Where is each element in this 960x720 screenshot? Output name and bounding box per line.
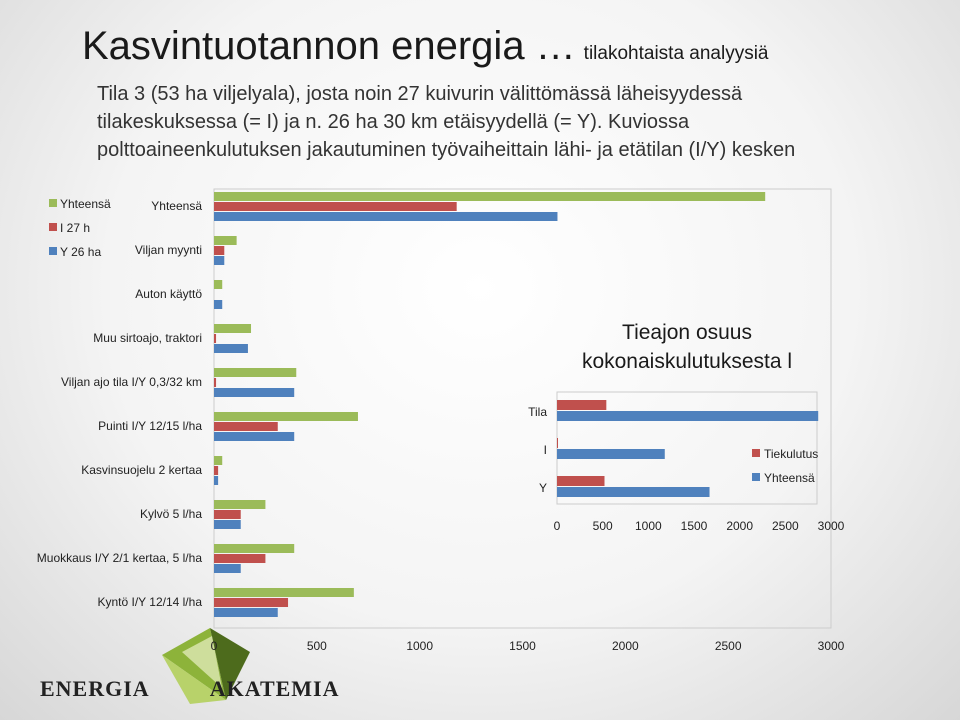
bar bbox=[214, 432, 295, 441]
bar bbox=[214, 588, 354, 597]
category-label: Kylvö 5 l/ha bbox=[140, 507, 202, 521]
inset-bar-chart: Tila I Y 0 500 1000 1500 2000 2500 3000 Tiekulutus… bbox=[528, 400, 845, 533]
bar bbox=[214, 510, 241, 519]
category-label: Muokkaus I/Y 2/1 kertaa, 5 l/ha bbox=[37, 551, 203, 565]
bar bbox=[214, 500, 266, 509]
bar bbox=[214, 212, 558, 221]
bar bbox=[557, 476, 605, 486]
x-tick-label: 2000 bbox=[612, 639, 639, 653]
category-label: Kasvinsuojelu 2 kertaa bbox=[81, 463, 202, 477]
x-tick-label: 0 bbox=[211, 639, 218, 653]
bar bbox=[214, 378, 217, 387]
x-tick-label: 2000 bbox=[726, 519, 753, 533]
legend-label: I 27 h bbox=[60, 221, 90, 235]
x-tick-label: 500 bbox=[593, 519, 613, 533]
category-label: Viljan myynti bbox=[135, 243, 202, 257]
bar bbox=[557, 449, 665, 459]
bar bbox=[214, 456, 223, 465]
legend-swatch bbox=[752, 473, 760, 481]
x-tick-label: 3000 bbox=[818, 519, 845, 533]
bar bbox=[214, 280, 223, 289]
x-tick-label: 1500 bbox=[681, 519, 708, 533]
x-tick-label: 500 bbox=[307, 639, 327, 653]
legend-label: Yhteensä bbox=[764, 471, 815, 485]
category-label: Tila bbox=[528, 405, 547, 419]
x-tick-label: 2500 bbox=[715, 639, 742, 653]
description-line: polttoaineenkulutuksen jakautuminen työv… bbox=[97, 139, 796, 161]
slide-description: Tila 3 (53 ha viljelyala), josta noin 27… bbox=[97, 80, 937, 164]
category-label: Yhteensä bbox=[151, 199, 202, 213]
bar bbox=[214, 344, 248, 353]
bar bbox=[214, 476, 219, 485]
inset-chart-title: kokonaiskulutuksesta l bbox=[582, 350, 792, 373]
bar bbox=[214, 324, 252, 333]
description-line: Tila 3 (53 ha viljelyala), josta noin 27… bbox=[97, 83, 743, 105]
slide-title-main: Kasvintuotannon energia … bbox=[82, 24, 576, 68]
category-label: Kyntö I/Y 12/14 l/ha bbox=[97, 595, 202, 609]
x-tick-label: 0 bbox=[554, 519, 561, 533]
x-tick-label: 1000 bbox=[406, 639, 433, 653]
bar bbox=[214, 334, 217, 343]
legend-label: Tiekulutus bbox=[764, 447, 818, 461]
slide-title-sub: tilakohtaista analyysiä bbox=[583, 43, 769, 64]
bar bbox=[214, 466, 219, 475]
x-tick-label: 1000 bbox=[635, 519, 662, 533]
category-label: Muu sirtoajo, traktori bbox=[93, 331, 202, 345]
bar bbox=[214, 608, 278, 617]
bar bbox=[214, 422, 278, 431]
legend-swatch bbox=[49, 247, 57, 255]
legend-swatch bbox=[49, 223, 57, 231]
bar bbox=[214, 554, 266, 563]
x-tick-label: 1500 bbox=[509, 639, 536, 653]
energia-akatemia-logo-icon bbox=[162, 628, 250, 704]
legend-swatch bbox=[49, 199, 57, 207]
category-label: Auton käyttö bbox=[135, 287, 202, 301]
legend-label: Yhteensä bbox=[60, 197, 111, 211]
logo-text-right: AKATEMIA bbox=[209, 676, 340, 701]
bar bbox=[214, 202, 457, 211]
category-label: Puinti I/Y 12/15 l/ha bbox=[98, 419, 202, 433]
description-line: tilakeskuksessa (= I) ja n. 26 ha 30 km … bbox=[97, 111, 690, 133]
bar bbox=[214, 192, 766, 201]
category-label: Y bbox=[539, 481, 547, 495]
bar bbox=[214, 368, 297, 377]
main-plot-area bbox=[213, 188, 832, 629]
legend-label: Y 26 ha bbox=[60, 245, 101, 259]
category-label: I bbox=[544, 443, 547, 457]
bar bbox=[214, 388, 295, 397]
bar bbox=[214, 256, 225, 265]
bar bbox=[557, 400, 607, 410]
logo-text: ENERGIA AKATEMIA bbox=[40, 676, 340, 702]
inset-chart-title: Tieajon osuus bbox=[622, 321, 752, 344]
x-tick-label: 2500 bbox=[772, 519, 799, 533]
main-bar-chart: Yhteensä Viljan myynti Auton käyttö Muu sir… bbox=[37, 192, 845, 653]
x-tick-label: 3000 bbox=[818, 639, 845, 653]
bar bbox=[214, 412, 358, 421]
bar bbox=[214, 246, 225, 255]
bar bbox=[214, 236, 237, 245]
bar bbox=[214, 520, 241, 529]
bar bbox=[214, 564, 241, 573]
category-label: Viljan ajo tila I/Y 0,3/32 km bbox=[61, 375, 202, 389]
bar bbox=[214, 598, 289, 607]
bar bbox=[214, 300, 223, 309]
legend-swatch bbox=[752, 449, 760, 457]
bar bbox=[557, 438, 558, 448]
bar bbox=[557, 411, 819, 421]
slide-title: Kasvintuotannon energia … tilakohtaista a… bbox=[82, 24, 769, 69]
logo-text-left: ENERGIA bbox=[40, 676, 150, 701]
bar bbox=[214, 544, 295, 553]
bar bbox=[557, 487, 710, 497]
